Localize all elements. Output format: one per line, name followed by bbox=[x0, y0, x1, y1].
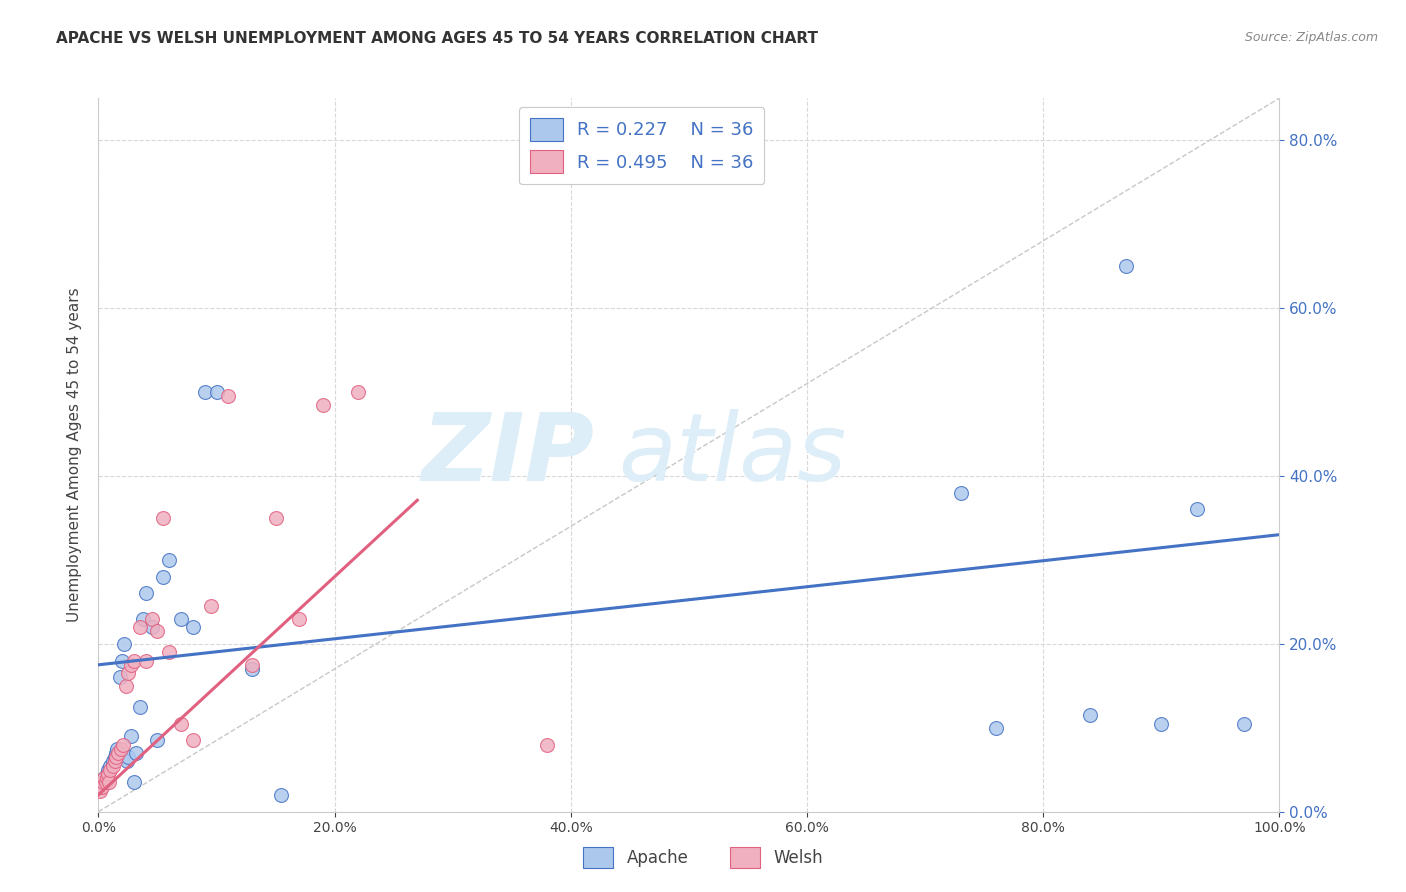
Point bbox=[132, 612, 155, 626]
Point bbox=[1233, 716, 1256, 731]
Point bbox=[108, 670, 131, 684]
Point bbox=[312, 398, 335, 412]
Point bbox=[121, 729, 143, 743]
Point bbox=[91, 780, 114, 794]
Point bbox=[157, 553, 180, 567]
Point bbox=[98, 763, 121, 777]
Text: Source: ZipAtlas.com: Source: ZipAtlas.com bbox=[1244, 31, 1378, 45]
Point bbox=[91, 775, 114, 789]
Point bbox=[93, 771, 115, 785]
Point bbox=[122, 654, 145, 668]
Point bbox=[135, 654, 157, 668]
Point bbox=[217, 389, 239, 403]
Point bbox=[205, 384, 228, 399]
Point bbox=[101, 758, 124, 772]
Point bbox=[1150, 716, 1173, 731]
Point bbox=[181, 733, 204, 747]
Point bbox=[146, 733, 169, 747]
Point bbox=[240, 662, 263, 676]
Point bbox=[141, 612, 163, 626]
Point bbox=[96, 767, 118, 781]
Point bbox=[135, 586, 157, 600]
Legend: R = 0.227    N = 36, R = 0.495    N = 36: R = 0.227 N = 36, R = 0.495 N = 36 bbox=[519, 107, 765, 185]
Point bbox=[128, 699, 150, 714]
Point bbox=[90, 780, 112, 794]
Point bbox=[240, 657, 263, 672]
Point bbox=[984, 721, 1007, 735]
Point bbox=[97, 767, 120, 781]
Point bbox=[128, 620, 150, 634]
Y-axis label: Unemployment Among Ages 45 to 54 years: Unemployment Among Ages 45 to 54 years bbox=[67, 287, 83, 623]
Point bbox=[93, 771, 115, 785]
Point bbox=[112, 738, 135, 752]
Point bbox=[110, 741, 132, 756]
Point bbox=[194, 384, 217, 399]
Point bbox=[117, 666, 139, 681]
Legend: Apache, Welsh: Apache, Welsh bbox=[576, 840, 830, 875]
Point bbox=[170, 612, 193, 626]
Point bbox=[1185, 502, 1208, 516]
Point bbox=[89, 783, 111, 797]
Point bbox=[97, 763, 120, 777]
Point bbox=[125, 746, 148, 760]
Point bbox=[288, 612, 311, 626]
Point bbox=[536, 738, 558, 752]
Point bbox=[181, 620, 204, 634]
Point bbox=[98, 758, 121, 772]
Text: APACHE VS WELSH UNEMPLOYMENT AMONG AGES 45 TO 54 YEARS CORRELATION CHART: APACHE VS WELSH UNEMPLOYMENT AMONG AGES … bbox=[56, 31, 818, 46]
Point bbox=[347, 384, 370, 399]
Text: ZIP: ZIP bbox=[422, 409, 595, 501]
Point bbox=[152, 511, 174, 525]
Point bbox=[107, 746, 129, 760]
Point bbox=[111, 654, 134, 668]
Point bbox=[270, 788, 292, 802]
Point bbox=[94, 775, 117, 789]
Point bbox=[121, 657, 143, 672]
Point bbox=[105, 750, 128, 764]
Point bbox=[146, 624, 169, 639]
Point bbox=[141, 620, 163, 634]
Point bbox=[200, 599, 222, 613]
Point bbox=[112, 637, 135, 651]
Point bbox=[157, 645, 180, 659]
Point bbox=[152, 569, 174, 583]
Point bbox=[949, 485, 972, 500]
Point bbox=[1115, 259, 1137, 273]
Point bbox=[104, 755, 127, 769]
Point bbox=[170, 716, 193, 731]
Point bbox=[105, 741, 128, 756]
Point bbox=[117, 750, 139, 764]
Point bbox=[98, 775, 121, 789]
Point bbox=[96, 771, 118, 785]
Point bbox=[122, 775, 145, 789]
Point bbox=[105, 746, 128, 760]
Point bbox=[1080, 708, 1102, 723]
Point bbox=[264, 511, 287, 525]
Point bbox=[115, 755, 138, 769]
Point bbox=[101, 755, 124, 769]
Point bbox=[114, 679, 136, 693]
Text: atlas: atlas bbox=[619, 409, 846, 500]
Point bbox=[104, 750, 127, 764]
